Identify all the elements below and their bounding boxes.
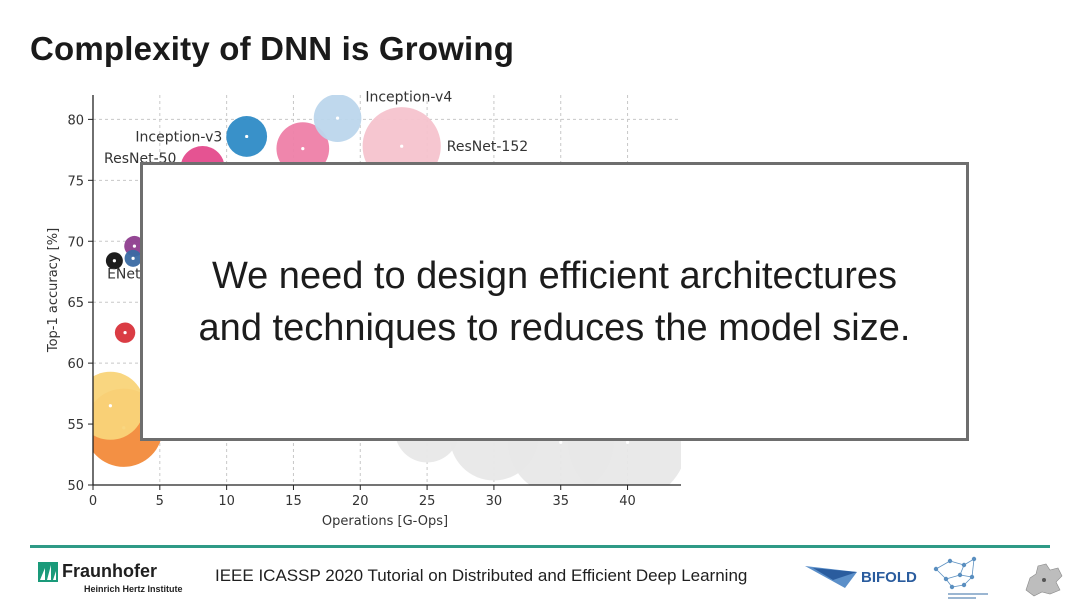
chart-bubble-center [131,256,135,260]
message-callout: We need to design efficient architecture… [140,162,969,441]
slide-title: Complexity of DNN is Growing [30,30,515,67]
chart-bubble-center [335,116,340,120]
chart-point-label: ENet [107,266,141,282]
chart-point-label: Inception-v3 [135,129,222,145]
fraunhofer-subtitle: Heinrich Hertz Institute [84,584,183,594]
x-tick-label: 10 [218,494,235,509]
x-tick-label: 15 [285,494,302,509]
callout-line-1: We need to design efficient architecture… [211,254,898,297]
bifold-mark-icon [805,566,857,588]
y-tick-label: 75 [67,174,84,189]
x-tick-label: 40 [619,494,636,509]
chart-bubble-center [400,144,404,148]
footer-divider [30,545,1050,548]
chart-bubble [93,371,145,440]
y-tick-label: 50 [67,479,84,494]
europe-map-logo-icon [1025,563,1063,597]
fraunhofer-name: Fraunhofer [62,561,158,581]
chart-bubble-center [559,440,563,444]
y-axis-title: Top-1 accuracy [%] [46,228,61,353]
x-tick-label: 0 [89,494,97,509]
y-tick-label: 65 [67,296,84,311]
fraunhofer-mark-icon [38,562,58,582]
chart-bubble-center [132,244,137,248]
chart-bubble-center [245,134,249,139]
chart-bubble-center [625,440,630,444]
y-tick-label: 55 [67,418,84,433]
chart-bubble-center [301,147,305,151]
bifold-logo: BIFOLD [805,562,917,595]
footer-caption: IEEE ICASSP 2020 Tutorial on Distributed… [215,566,748,585]
chart-bubble-center [123,331,127,335]
x-tick-label: 35 [552,494,569,509]
chart-axes [92,95,681,486]
callout-line-2: and techniques to reduces the model size… [198,306,911,349]
x-axis-title: Operations [G-Ops] [322,514,448,529]
y-tick-label: 70 [67,235,84,250]
chart-point-label: ResNet-152 [447,139,528,155]
bifold-label: BIFOLD [861,569,917,586]
y-tick-label: 60 [67,357,84,372]
x-tick-label: 25 [419,494,436,509]
chart-point-label: Inception-v4 [365,89,452,105]
chart-bubble-center [108,404,112,408]
chart-bubble-center [112,259,116,263]
x-tick-label: 30 [486,494,503,509]
y-tick-label: 80 [67,113,84,128]
x-tick-label: 5 [156,494,164,509]
x-tick-label: 20 [352,494,369,509]
network-brain-logo-icon [933,556,988,599]
chart-ticks: 0 5 10 15 20 25 30 35 40 50 55 60 65 70 75 80 [67,113,635,509]
